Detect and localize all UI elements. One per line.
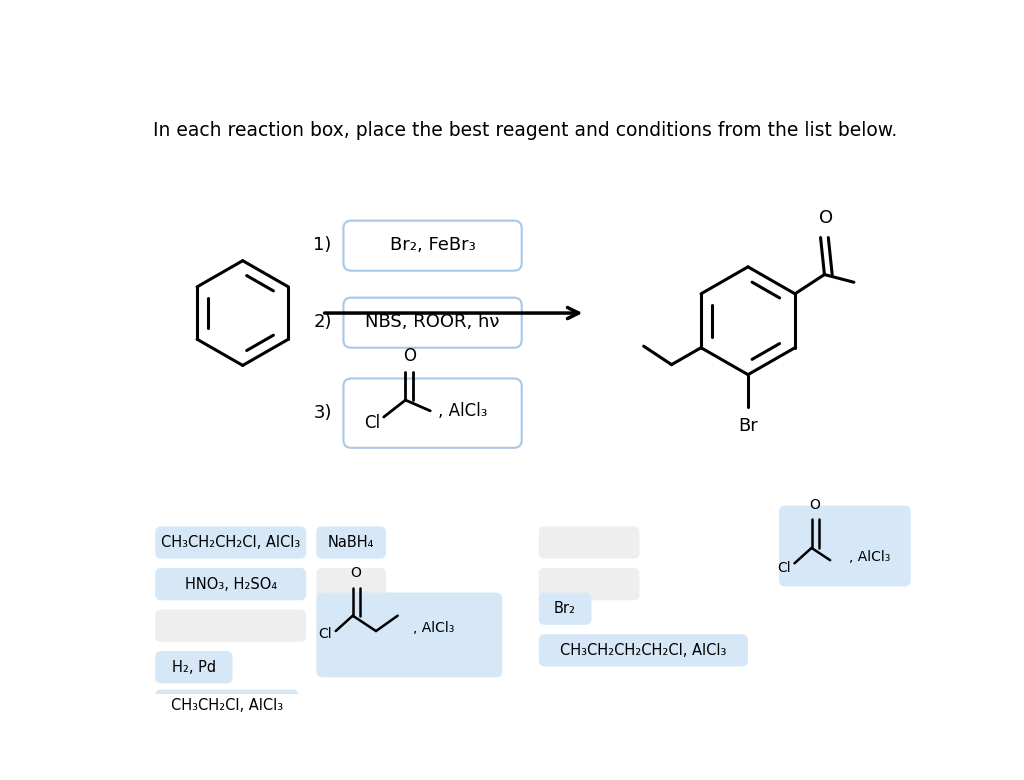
- Text: 2): 2): [313, 314, 332, 332]
- Text: In each reaction box, place the best reagent and conditions from the list below.: In each reaction box, place the best rea…: [153, 121, 897, 140]
- Text: CH₃CH₂CH₂Cl, AlCl₃: CH₃CH₂CH₂Cl, AlCl₃: [162, 535, 301, 550]
- Text: 3): 3): [313, 404, 332, 422]
- FancyBboxPatch shape: [316, 568, 386, 601]
- Text: H₂, Pd: H₂, Pd: [172, 660, 216, 675]
- Text: Cl: Cl: [777, 561, 791, 575]
- Text: Cl: Cl: [318, 627, 332, 641]
- Text: HNO₃, H₂SO₄: HNO₃, H₂SO₄: [185, 576, 278, 591]
- Text: O: O: [402, 346, 416, 364]
- Text: Br₂: Br₂: [554, 601, 577, 616]
- FancyBboxPatch shape: [155, 609, 306, 642]
- Text: Br₂, FeBr₃: Br₂, FeBr₃: [390, 236, 475, 254]
- FancyBboxPatch shape: [316, 526, 386, 558]
- FancyBboxPatch shape: [316, 593, 503, 677]
- FancyBboxPatch shape: [343, 298, 521, 348]
- Text: , AlCl₃: , AlCl₃: [438, 402, 487, 420]
- FancyBboxPatch shape: [539, 526, 640, 558]
- Text: NBS, ROOR, hν: NBS, ROOR, hν: [366, 314, 500, 332]
- FancyBboxPatch shape: [343, 221, 521, 271]
- Text: CH₃CH₂CH₂CH₂Cl, AlCl₃: CH₃CH₂CH₂CH₂Cl, AlCl₃: [560, 643, 727, 658]
- FancyBboxPatch shape: [155, 690, 299, 722]
- FancyBboxPatch shape: [539, 593, 592, 625]
- Text: , AlCl₃: , AlCl₃: [849, 550, 890, 564]
- FancyBboxPatch shape: [155, 568, 306, 601]
- Text: , AlCl₃: , AlCl₃: [414, 621, 455, 635]
- Text: CH₃CH₂Cl, AlCl₃: CH₃CH₂Cl, AlCl₃: [171, 698, 284, 713]
- Text: O: O: [819, 209, 834, 227]
- Text: O: O: [809, 498, 820, 512]
- FancyBboxPatch shape: [539, 568, 640, 601]
- FancyBboxPatch shape: [155, 651, 232, 683]
- Text: Br: Br: [738, 417, 758, 435]
- Text: O: O: [350, 566, 361, 580]
- FancyBboxPatch shape: [155, 526, 306, 558]
- FancyBboxPatch shape: [539, 634, 748, 666]
- FancyBboxPatch shape: [779, 505, 910, 587]
- Text: NaBH₄: NaBH₄: [328, 535, 375, 550]
- Text: 1): 1): [313, 236, 332, 254]
- Text: Cl: Cl: [364, 414, 380, 432]
- FancyBboxPatch shape: [343, 378, 521, 448]
